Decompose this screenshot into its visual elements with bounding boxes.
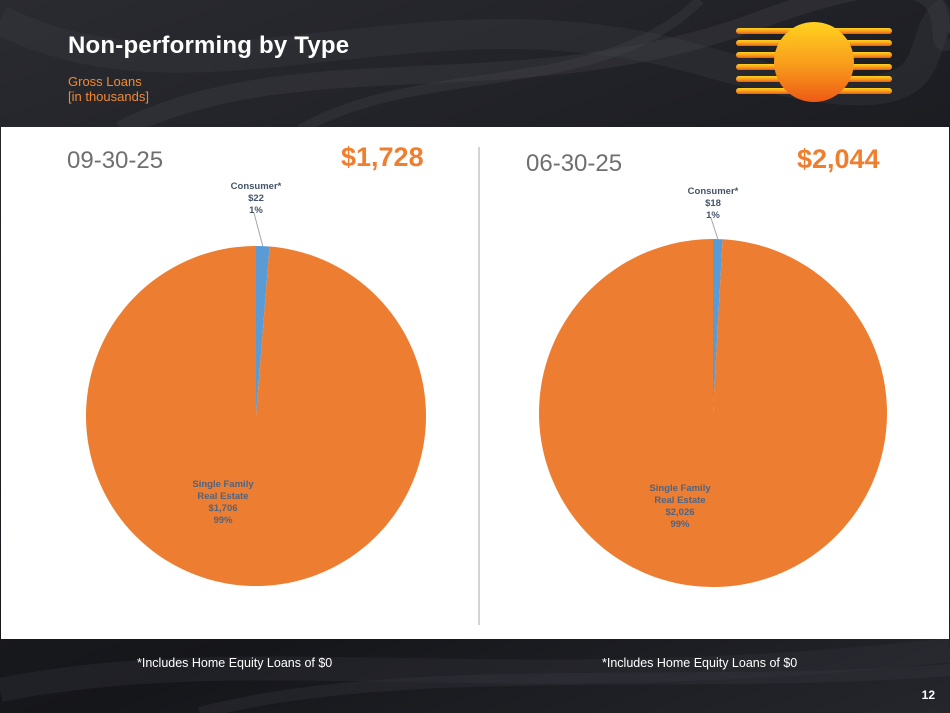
single-family-pct-label: 99% <box>213 515 233 526</box>
single-family-name-label-1: Single Family <box>649 483 711 494</box>
single-family-pct-label: 99% <box>670 519 690 530</box>
slide-title: Non-performing by Type <box>68 32 350 59</box>
sun-stripes-logo <box>736 22 892 102</box>
consumer-pct-label: 1% <box>249 205 263 216</box>
consumer-slice <box>713 239 723 413</box>
consumer-value-label: $18 <box>705 198 721 209</box>
consumer-pct-label: 1% <box>706 210 720 221</box>
chart-2-date: 06-30-25 <box>526 150 623 177</box>
single-family-name-label-2: Real Estate <box>654 495 705 506</box>
subtitle-line-1: Gross Loans <box>68 74 142 89</box>
single-family-slice <box>86 246 427 586</box>
single-family-slice <box>539 239 888 587</box>
chart-1-total: $1,728 <box>341 142 424 172</box>
chart-1-date: 09-30-25 <box>67 147 164 174</box>
panel-divider <box>478 147 480 625</box>
chart-2-total: $2,044 <box>797 144 880 174</box>
single-family-value-label: $2,026 <box>665 507 694 518</box>
consumer-slice <box>256 246 270 416</box>
consumer-leader-line <box>710 217 719 240</box>
consumer-name-label: Consumer* <box>688 186 739 197</box>
footnote-left: *Includes Home Equity Loans of $0 <box>137 656 333 670</box>
page-number: 12 <box>921 688 935 702</box>
slide-subtitle: Gross Loans [in thousands] <box>68 74 149 104</box>
single-family-name-label-2: Real Estate <box>197 491 248 502</box>
chart-panel: 09-30-25 $1,728 06-30-25 $2,044 Consumer… <box>1 127 949 639</box>
subtitle-line-2: [in thousands] <box>68 89 149 104</box>
consumer-name-label: Consumer* <box>231 181 282 192</box>
footnote-right: *Includes Home Equity Loans of $0 <box>602 656 798 670</box>
consumer-value-label: $22 <box>248 193 264 204</box>
single-family-value-label: $1,706 <box>208 503 237 514</box>
single-family-name-label-1: Single Family <box>192 479 254 490</box>
consumer-leader-line <box>253 212 264 247</box>
